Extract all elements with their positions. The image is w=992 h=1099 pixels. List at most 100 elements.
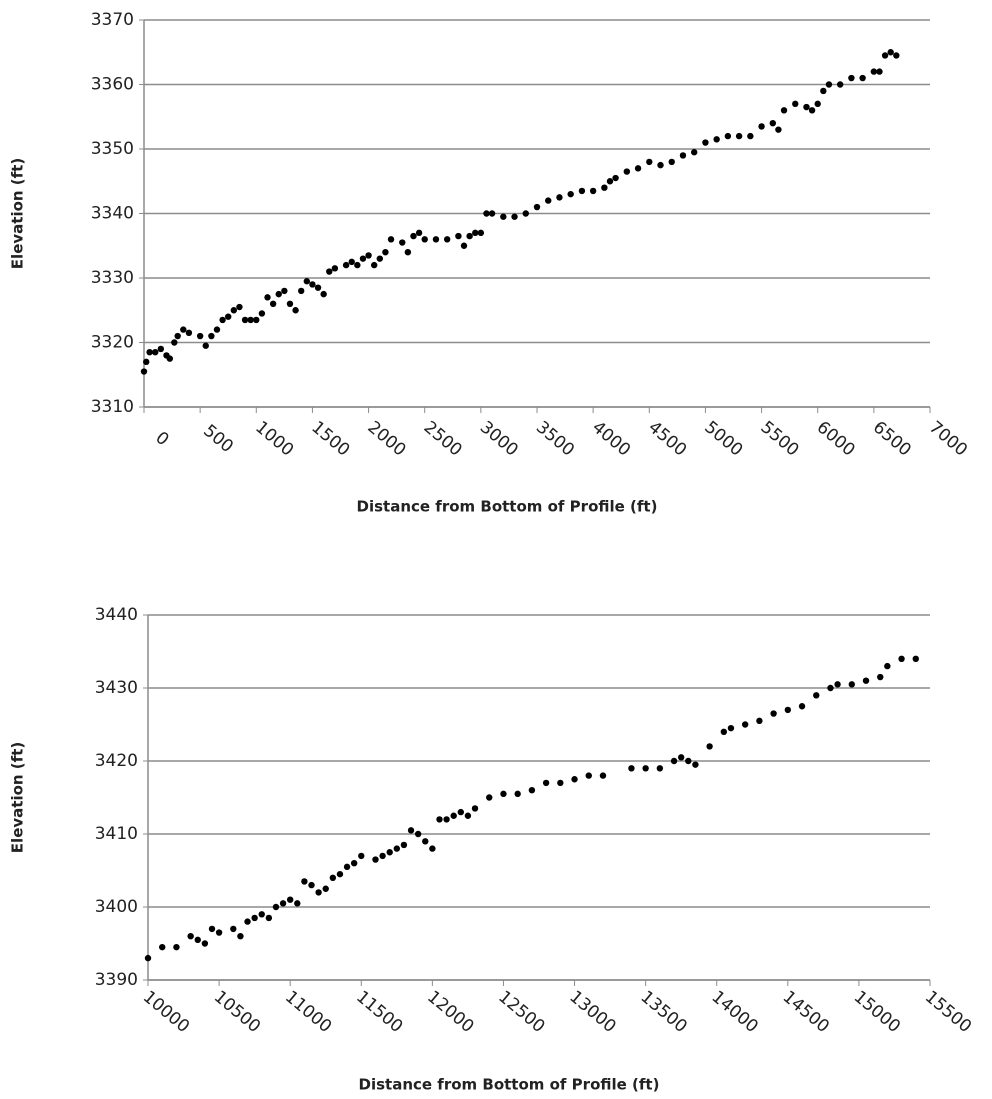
point — [670, 757, 678, 765]
point — [628, 765, 635, 772]
point — [612, 174, 619, 182]
x-tick-label: 15500 — [921, 987, 975, 1037]
point — [679, 152, 687, 159]
point — [342, 261, 350, 269]
y-tick-label: 3410 — [95, 824, 138, 844]
point — [326, 268, 333, 275]
point — [244, 918, 251, 925]
point — [400, 841, 408, 849]
point — [599, 772, 607, 779]
point — [236, 303, 243, 311]
point — [422, 838, 429, 845]
point — [359, 255, 367, 262]
point — [320, 290, 327, 298]
point — [443, 236, 451, 243]
point — [258, 310, 266, 317]
point — [702, 139, 709, 146]
x-tick-label: 500 — [199, 421, 237, 457]
y-tick-label: 3350 — [91, 139, 134, 159]
x-tick-label: 13500 — [636, 987, 690, 1037]
point — [792, 100, 799, 108]
point — [542, 779, 550, 787]
y-tick-label: 3370 — [91, 10, 134, 30]
x-tick-label: 7000 — [925, 417, 971, 460]
point — [429, 845, 436, 852]
point — [756, 717, 763, 725]
point — [157, 345, 165, 353]
point — [180, 326, 187, 333]
point — [336, 870, 344, 878]
point — [247, 316, 254, 324]
point — [159, 943, 166, 951]
point — [642, 765, 649, 772]
point — [471, 805, 479, 812]
x-tick-label: 12500 — [494, 987, 548, 1037]
point — [219, 316, 226, 324]
x-tick-label: 2500 — [420, 417, 466, 460]
x-tick-label: 3500 — [532, 417, 578, 460]
point — [298, 287, 305, 295]
x-tick-label: 6000 — [813, 417, 859, 460]
point — [382, 249, 389, 256]
x-tick-label: 10500 — [210, 987, 264, 1037]
point — [589, 187, 597, 195]
point — [571, 776, 578, 783]
point — [825, 81, 833, 88]
point — [404, 249, 412, 256]
x-tick-label: 11500 — [352, 987, 406, 1037]
point — [301, 878, 308, 885]
point — [407, 827, 415, 834]
point — [343, 863, 351, 871]
x-tick-label: 4500 — [644, 417, 690, 460]
point — [144, 954, 152, 962]
x-tick-label: 12000 — [423, 987, 477, 1037]
x-tick-label: 1500 — [307, 417, 353, 460]
y-tick-label: 3320 — [91, 333, 134, 353]
point — [460, 242, 468, 249]
point — [770, 710, 777, 717]
point — [140, 368, 148, 375]
point — [225, 313, 232, 320]
point — [877, 673, 884, 681]
point — [213, 326, 221, 333]
point — [173, 943, 180, 951]
point — [685, 757, 692, 765]
x-tick-label: 10000 — [139, 987, 193, 1037]
point — [146, 348, 153, 356]
point — [606, 178, 614, 185]
point — [724, 132, 732, 140]
point — [350, 860, 358, 867]
point — [578, 187, 586, 195]
y-axis-title: Elevation (ft) — [9, 742, 27, 853]
x-tick-label: 14000 — [708, 987, 762, 1037]
point — [464, 812, 472, 819]
point — [286, 300, 294, 307]
point — [457, 808, 464, 816]
point — [432, 236, 440, 243]
point — [657, 161, 664, 169]
point — [898, 655, 905, 662]
point — [887, 49, 894, 56]
point — [443, 816, 450, 823]
point — [264, 294, 271, 301]
point — [379, 852, 386, 860]
point — [500, 213, 507, 220]
point — [814, 100, 821, 108]
point — [436, 816, 443, 823]
point — [314, 284, 322, 291]
point — [881, 52, 889, 59]
point — [477, 229, 485, 237]
point — [258, 911, 265, 918]
point — [784, 706, 792, 714]
x-tick-label: 1000 — [251, 417, 297, 460]
point — [820, 87, 827, 95]
y-tick-label: 3440 — [95, 605, 138, 625]
point — [269, 300, 277, 307]
point — [528, 787, 536, 794]
y-tick-label: 3330 — [91, 268, 134, 288]
x-tick-label: 6500 — [869, 417, 915, 460]
point — [884, 662, 891, 670]
point — [623, 168, 631, 175]
point — [370, 261, 378, 269]
point — [292, 307, 299, 314]
